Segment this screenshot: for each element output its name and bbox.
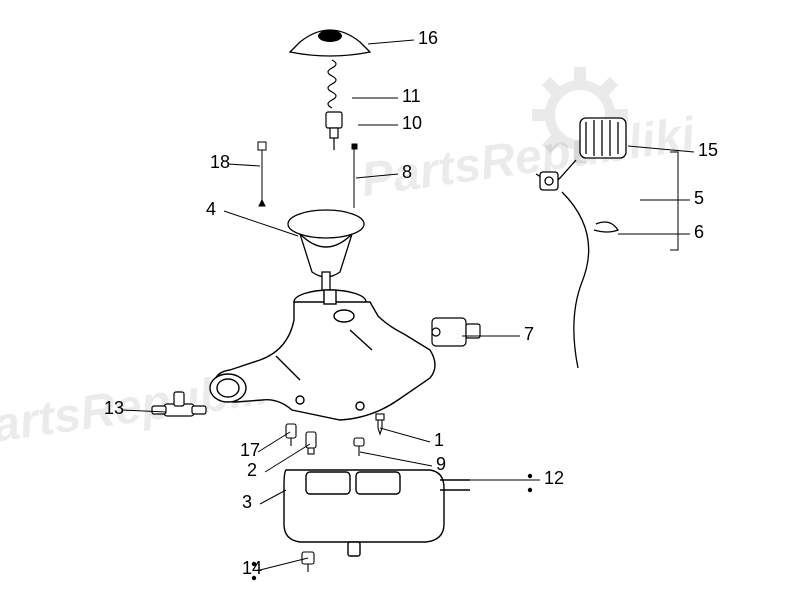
callout-14: 14	[242, 558, 262, 579]
callout-12: 12	[544, 468, 564, 489]
callout-5: 5	[694, 188, 704, 209]
callout-6: 6	[694, 222, 704, 243]
callout-4: 4	[206, 199, 216, 220]
callout-17: 17	[240, 440, 260, 461]
callout-3: 3	[242, 492, 252, 513]
callout-9: 9	[436, 454, 446, 475]
leader-lines	[0, 0, 800, 600]
callout-18: 18	[210, 152, 230, 173]
diagram-container: PartsRepubliki PartsRepubliki	[0, 0, 800, 600]
callout-10: 10	[402, 113, 422, 134]
callout-7: 7	[524, 324, 534, 345]
callout-8: 8	[402, 162, 412, 183]
callout-15: 15	[698, 140, 718, 161]
callout-13: 13	[104, 398, 124, 419]
callout-1: 1	[434, 430, 444, 451]
callout-2: 2	[247, 460, 257, 481]
callout-11: 11	[402, 86, 421, 107]
callout-16: 16	[418, 28, 438, 49]
